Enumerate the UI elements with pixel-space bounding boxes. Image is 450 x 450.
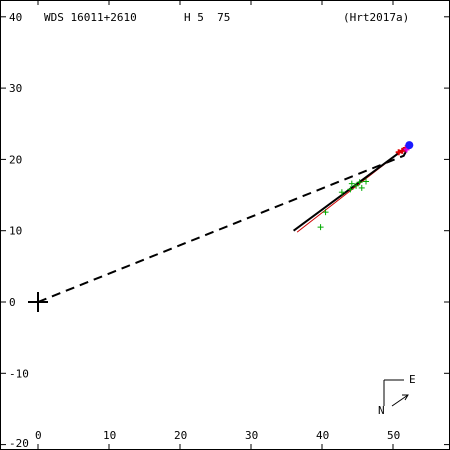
measure-point-green [358,184,365,191]
compass-arrowhead [402,394,409,401]
orbit-solid-line [293,144,410,232]
compass-east-label: E [409,373,416,386]
y-tick-label: 0 [9,296,16,309]
compass-motion-arrow [391,394,409,407]
y-tick-label: 30 [9,82,22,95]
primary-to-companion-dashed-line [37,144,411,303]
compass-rose: N E [378,373,416,417]
measure-point-green [353,182,360,189]
primary-star-marker [28,292,48,312]
measure-point-red [399,147,406,154]
measure-point-green [348,180,355,187]
x-tick-label: 30 [245,429,258,442]
measure-point-green [356,179,363,186]
y-tick-label: -10 [9,367,29,380]
measure-point-green [338,189,345,196]
x-tick-label: 20 [174,429,187,442]
latest-measure-point [405,141,414,150]
measure-point-green [347,186,354,193]
header-system-id: WDS 16011+2610 [44,11,137,24]
measure-point-red [395,149,402,156]
x-tick-label: 0 [35,429,42,442]
measure-point-green [363,178,370,185]
header-reference: (Hrt2017a) [343,11,409,24]
chart-marks [28,141,414,312]
y-tick-label: -20 [9,437,29,450]
measure-point-green [317,224,324,231]
y-tick-label: 10 [9,225,22,238]
y-tick-label: 40 [9,11,22,24]
y-tick-label: 20 [9,153,22,166]
compass-north-label: N [378,404,385,417]
x-tick-label: 10 [103,429,116,442]
header-discoverer: H 5 75 [184,11,230,24]
x-tick-label: 40 [316,429,329,442]
x-tick-label: 50 [387,429,400,442]
measure-point-green [322,209,329,216]
